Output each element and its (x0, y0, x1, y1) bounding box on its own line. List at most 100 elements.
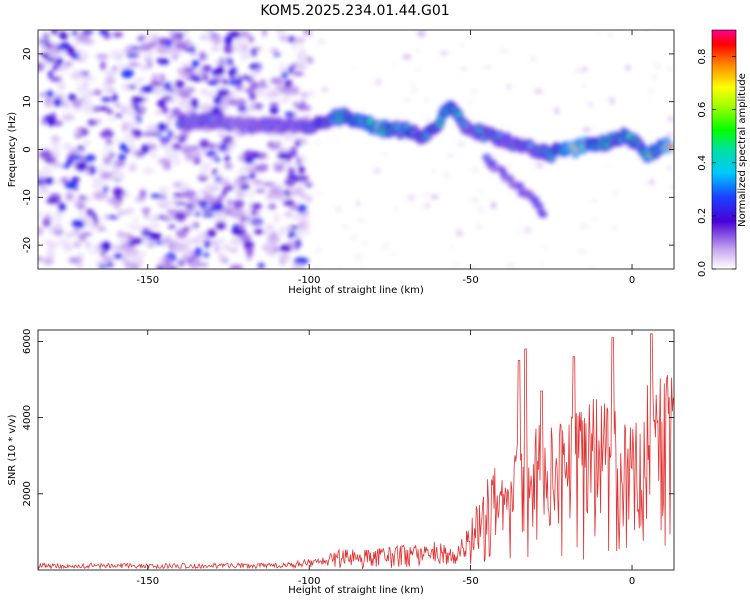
noise-blob (100, 61, 106, 71)
noise-blob (507, 84, 511, 90)
noise-blob (315, 247, 322, 254)
noise-blob (114, 138, 121, 144)
noise-blob (137, 37, 144, 41)
noise-blob (450, 124, 454, 130)
noise-blob (123, 64, 131, 70)
noise-blob (64, 181, 78, 190)
noise-blob (98, 30, 109, 35)
noise-blob (76, 84, 82, 93)
noise-blob (188, 196, 195, 207)
noise-blob (114, 113, 124, 118)
noise-blob (351, 66, 356, 71)
noise-blob (224, 61, 229, 69)
noise-blob (184, 247, 193, 258)
noise-blob (147, 59, 153, 69)
spectrogram-image (38, 30, 674, 269)
noise-blob (46, 90, 54, 98)
noise-blob (174, 41, 188, 50)
noise-blob (254, 103, 263, 109)
colorbar-tick-label: 0.6 (697, 102, 708, 118)
noise-blob (60, 177, 69, 184)
noise-blob (82, 139, 91, 147)
noise-blob (424, 202, 430, 209)
noise-blob (255, 87, 264, 93)
noise-blob (289, 146, 297, 154)
noise-blob (113, 187, 123, 198)
noise-blob (150, 153, 157, 158)
noise-blob (133, 217, 139, 222)
noise-blob (604, 163, 613, 167)
noise-blob (290, 152, 298, 157)
noise-blob (361, 239, 369, 246)
noise-blob (450, 245, 455, 249)
noise-blob (105, 140, 113, 144)
noise-blob (223, 185, 234, 191)
noise-blob (96, 165, 107, 174)
noise-blob (232, 208, 245, 218)
noise-blob (38, 257, 43, 261)
noise-blob (117, 153, 127, 161)
noise-blob (158, 158, 172, 165)
noise-blob (68, 257, 81, 264)
noise-blob (156, 58, 163, 63)
noise-blob (123, 133, 135, 142)
noise-blob (226, 199, 233, 206)
noise-blob (131, 96, 144, 104)
noise-blob (215, 172, 225, 176)
noise-blob (278, 230, 284, 237)
noise-blob (139, 65, 149, 70)
x-tick-label: -50 (462, 275, 478, 286)
noise-blob (213, 244, 221, 253)
noise-blob (292, 71, 305, 76)
noise-blob (281, 35, 289, 42)
noise-blob (612, 191, 618, 195)
noise-blob (307, 89, 315, 98)
noise-blob (479, 188, 483, 196)
noise-blob (169, 197, 180, 204)
noise-blob (130, 238, 143, 244)
noise-blob (93, 89, 102, 96)
noise-blob (230, 237, 242, 246)
noise-blob (202, 213, 213, 218)
noise-blob (49, 49, 59, 59)
noise-blob (269, 105, 279, 115)
noise-blob (162, 95, 173, 102)
noise-blob (103, 155, 111, 166)
noise-blob (113, 200, 122, 209)
noise-blob (174, 80, 185, 89)
branch-core (532, 197, 539, 202)
noise-blob (80, 232, 93, 236)
noise-blob (296, 175, 310, 182)
noise-blob (198, 168, 209, 177)
noise-blob (48, 70, 53, 79)
noise-blob (243, 240, 254, 250)
noise-blob (204, 89, 217, 99)
noise-blob (184, 30, 189, 36)
noise-blob (238, 233, 252, 243)
noise-blob (518, 217, 522, 222)
noise-blob (227, 68, 237, 77)
noise-blob (52, 62, 58, 72)
noise-blob (291, 263, 305, 269)
noise-blob (74, 200, 83, 207)
noise-blob (534, 88, 543, 95)
noise-blob (649, 179, 654, 186)
noise-blob (415, 48, 420, 53)
noise-blob (168, 224, 176, 229)
noise-blob (254, 189, 266, 193)
noise-blob (204, 240, 211, 248)
noise-blob (38, 39, 50, 44)
noise-blob (284, 178, 296, 187)
noise-blob (253, 229, 265, 234)
noise-blob (291, 41, 298, 51)
noise-blob (52, 161, 60, 167)
noise-blob (299, 46, 305, 54)
noise-blob (208, 201, 222, 205)
noise-blob (38, 226, 44, 236)
noise-blob (244, 218, 249, 226)
noise-blob (218, 178, 230, 186)
noise-blob (240, 30, 250, 38)
noise-blob (653, 62, 662, 70)
y-tick-label: 20 (22, 48, 33, 61)
noise-blob (394, 207, 399, 211)
